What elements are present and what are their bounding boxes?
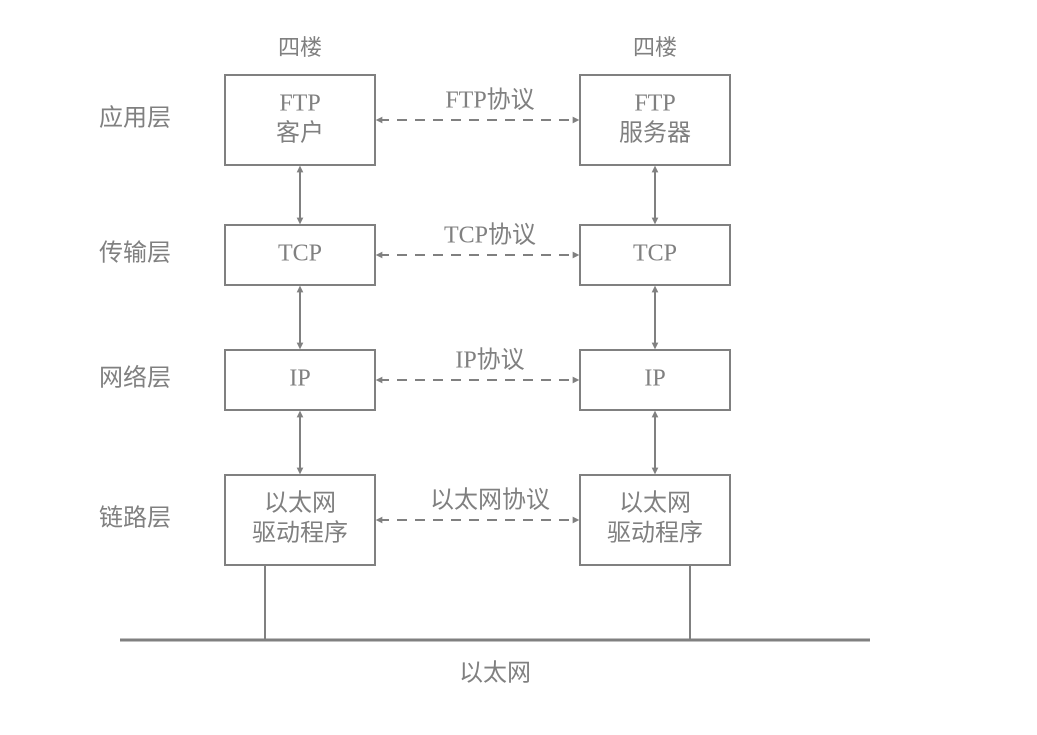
box-right-network-text-0: IP (644, 366, 665, 392)
box-right-transport-text-0: TCP (633, 241, 677, 267)
ethernet-label: 以太网 (459, 660, 531, 687)
protocol-label-link: 以太网协议 (430, 487, 550, 514)
header-left: 四楼 (278, 35, 322, 60)
layer-label-link: 链路层 (99, 505, 171, 532)
box-right-app-text-0: FTP (634, 91, 675, 117)
box-left-app-text-1: 客户 (276, 120, 324, 147)
box-right-link-text-1: 驱动程序 (607, 520, 703, 547)
box-right-app-text-1: 服务器 (619, 120, 691, 147)
box-right-link-text-0: 以太网 (619, 490, 691, 517)
layer-label-transport: 传输层 (99, 240, 171, 267)
box-left-network-text-0: IP (289, 366, 310, 392)
protocol-label-transport: TCP协议 (444, 222, 536, 249)
box-left-link-text-0: 以太网 (264, 490, 336, 517)
layer-label-app: 应用层 (99, 105, 171, 132)
protocol-label-app: FTP协议 (445, 87, 534, 114)
protocol-label-network: IP协议 (455, 347, 524, 374)
layer-label-network: 网络层 (99, 365, 171, 392)
box-left-app-text-0: FTP (279, 91, 320, 117)
box-left-transport-text-0: TCP (278, 241, 322, 267)
header-right: 四楼 (633, 35, 677, 60)
box-left-link-text-1: 驱动程序 (252, 520, 348, 547)
